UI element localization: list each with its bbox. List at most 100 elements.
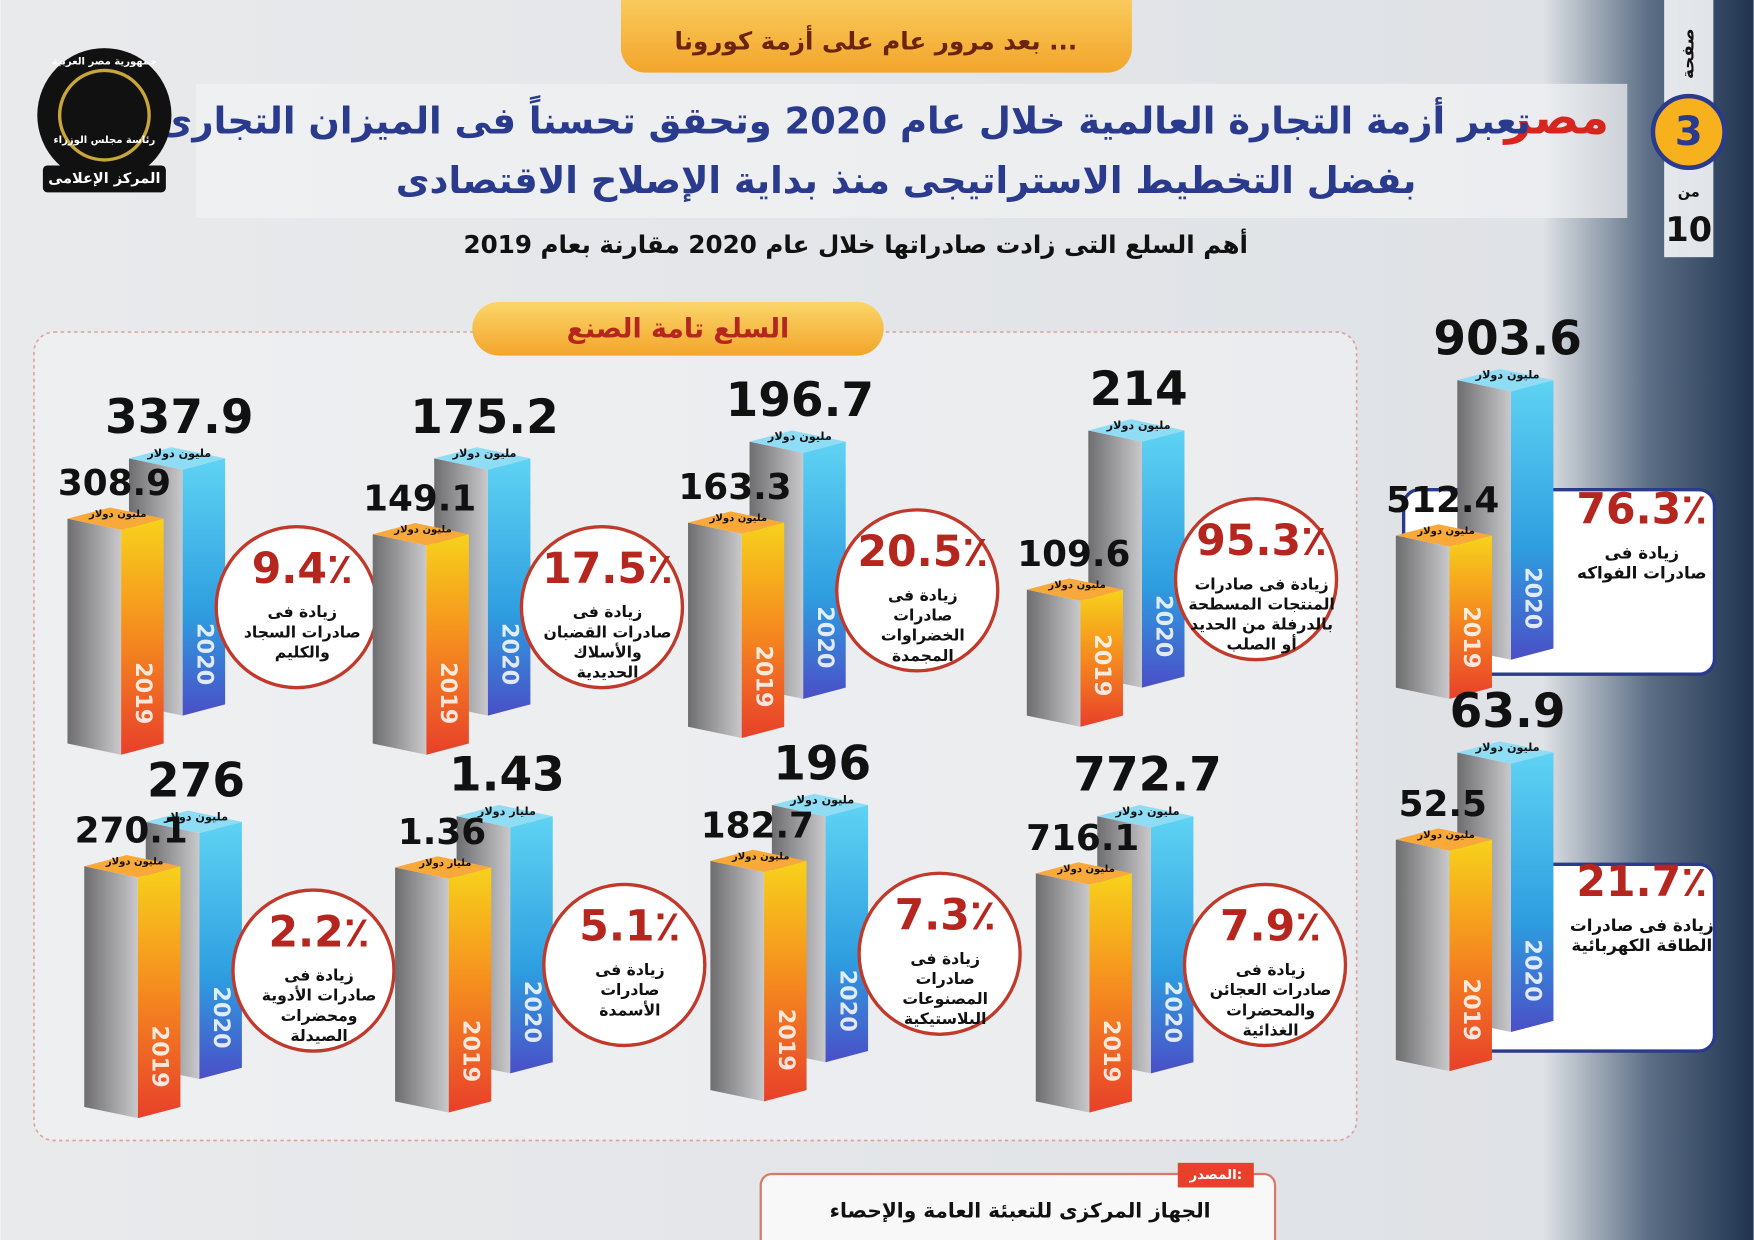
bar-side — [395, 867, 449, 1113]
bar-year: 2019 — [458, 1020, 484, 1082]
bar-year: 2019 — [1458, 606, 1484, 668]
pct: 76.3٪ — [1576, 486, 1707, 535]
unit-label: مليون دولار — [731, 851, 789, 862]
desc-line: صادرات السجاد — [244, 622, 361, 641]
bar-front — [803, 441, 846, 699]
bar: 2019 — [372, 523, 469, 755]
bar-front — [1449, 535, 1492, 699]
bar-top — [749, 430, 846, 453]
value-2020: 63.9 — [1450, 684, 1566, 739]
desc-line: زيادة فى صادرات — [1570, 915, 1714, 935]
bar-side — [688, 522, 742, 738]
pct: 95.3٪ — [1196, 517, 1327, 566]
unit-label: مليون دولار — [1416, 526, 1474, 537]
unit-label: مليون دولار — [393, 525, 451, 536]
pct-circle — [542, 882, 707, 1048]
bar-front — [137, 866, 181, 1119]
source-text: الجهاز المركزى للتعبئة العامة والإحصاء — [830, 1199, 1211, 1223]
pct-circle — [857, 871, 1022, 1036]
value-2020: 214 — [1090, 362, 1188, 417]
desc-line: زيادة فى — [268, 602, 338, 621]
page-of: من — [1678, 184, 1700, 200]
bar-top — [456, 805, 553, 828]
bar: 2019 — [1395, 524, 1492, 699]
bar-top — [145, 810, 242, 834]
bar-front — [448, 867, 492, 1113]
badge-text: بعد مرور عام على أزمة كورونا ... — [675, 24, 1078, 56]
bar-year: 2019 — [435, 662, 461, 724]
bar-front — [199, 821, 242, 1079]
desc-line: والكليم — [275, 642, 330, 661]
bar-front — [426, 534, 469, 755]
bar: 2019 — [84, 855, 181, 1119]
source-box — [759, 1172, 1277, 1240]
bar-top — [1395, 524, 1492, 547]
pct-circle — [1182, 882, 1348, 1048]
bar-top — [1088, 419, 1185, 442]
bar: 2019 — [1026, 578, 1123, 727]
desc-line: زيادة فى — [595, 960, 665, 979]
value-2019: 270.1 — [75, 811, 188, 852]
value-2020: 276 — [147, 753, 245, 808]
bar-side — [67, 518, 122, 755]
bar-front — [182, 458, 226, 716]
bar-top — [688, 511, 785, 534]
bar-year: 2019 — [1458, 979, 1484, 1041]
logo — [37, 48, 172, 183]
page-label: صفحة — [1678, 28, 1698, 79]
bar-top — [1035, 862, 1132, 885]
desc-line: البلاستيكية — [904, 1009, 987, 1028]
bar-front — [1449, 839, 1492, 1072]
bar-year: 2020 — [1151, 595, 1177, 657]
bar-top — [771, 793, 869, 817]
unit-label: مليون دولار — [1106, 419, 1171, 432]
logo-text: المركز الإعلامى — [48, 171, 160, 187]
bar-front — [825, 805, 869, 1063]
desc-line: صادرات — [600, 980, 659, 999]
bar-year: 2020 — [497, 623, 523, 685]
unit-label: مليار دولار — [477, 805, 536, 818]
bar-top — [395, 856, 492, 879]
pct: 20.5٪ — [857, 528, 988, 577]
bar: 2019 — [395, 856, 492, 1113]
bar-year: 2020 — [812, 606, 838, 668]
bar-top — [1026, 578, 1123, 601]
desc-line: الطاقة الكهربائية — [1571, 935, 1712, 956]
badge — [620, 0, 1132, 73]
bar-year: 2020 — [1520, 939, 1546, 1001]
value-2019: 163.3 — [678, 467, 791, 508]
unit-label: مليار دولار — [418, 858, 471, 869]
value-2019: 716.1 — [1026, 818, 1139, 859]
desc-line: الصيدلة — [290, 1026, 347, 1045]
value-2019: 149.1 — [363, 479, 476, 520]
value-2019: 1.36 — [398, 812, 486, 853]
unit-label: مليون دولار — [88, 509, 146, 520]
pct: 7.3٪ — [895, 891, 996, 940]
value-2020: 196 — [773, 737, 871, 792]
section-pill — [472, 301, 884, 356]
unit-label: مليون دولار — [163, 810, 228, 823]
source-label: المصدر: — [1188, 1168, 1242, 1183]
desc-line: زيادة فى — [888, 585, 958, 604]
bar-front — [764, 860, 807, 1102]
bar-top — [1395, 828, 1492, 851]
bar-year: 2020 — [191, 623, 217, 685]
bar-front — [121, 518, 164, 755]
bar-top — [84, 855, 181, 878]
pct-circle — [1173, 497, 1339, 662]
pct: 5.1٪ — [579, 903, 680, 952]
bar: 2020 — [749, 430, 846, 699]
desc-line: الحديدية — [577, 663, 639, 682]
value-2020: 337.9 — [105, 390, 254, 445]
unit-label: مليون دولار — [709, 513, 767, 524]
bar-year: 2020 — [519, 981, 545, 1043]
page-total: 10 — [1665, 210, 1712, 249]
bar-side — [1395, 535, 1450, 699]
bar-year: 2020 — [834, 970, 860, 1032]
bar: 2019 — [688, 511, 785, 738]
desc-line: صادرات الأدوية — [262, 986, 377, 1005]
unit-label: مليون دولار — [1416, 830, 1474, 841]
desc-line: أو الصلب — [1227, 634, 1297, 654]
bar-side — [1035, 873, 1090, 1113]
